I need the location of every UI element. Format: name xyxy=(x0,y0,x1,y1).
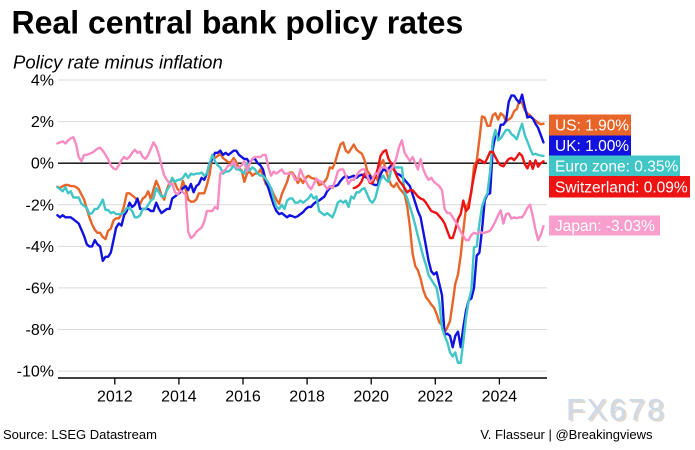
svg-text:Real central bank policy rates: Real central bank policy rates xyxy=(12,5,464,41)
svg-text:FX678: FX678 xyxy=(568,395,668,429)
svg-text:V. Flasseur | @Breakingviews: V. Flasseur | @Breakingviews xyxy=(480,427,653,442)
svg-text:UK: 1.00%: UK: 1.00% xyxy=(555,138,629,155)
svg-text:2018: 2018 xyxy=(289,389,325,406)
svg-text:FX678: FX678 xyxy=(566,393,666,427)
svg-text:2%: 2% xyxy=(31,114,54,131)
svg-text:Japan: -3.03%: Japan: -3.03% xyxy=(555,218,655,235)
svg-text:Switzerland: 0.09%: Switzerland: 0.09% xyxy=(555,179,688,196)
svg-text:2020: 2020 xyxy=(353,389,389,406)
svg-text:2022: 2022 xyxy=(418,389,454,406)
svg-text:4%: 4% xyxy=(31,73,54,90)
svg-text:Source: LSEG Datastream: Source: LSEG Datastream xyxy=(3,427,157,442)
svg-text:2016: 2016 xyxy=(225,389,261,406)
svg-text:0%: 0% xyxy=(31,156,54,173)
svg-text:2024: 2024 xyxy=(482,389,518,406)
svg-text:US: 1.90%: US: 1.90% xyxy=(555,118,629,135)
svg-text:Policy rate minus inflation: Policy rate minus inflation xyxy=(13,52,223,73)
svg-text:-2%: -2% xyxy=(26,197,54,214)
svg-text:-6%: -6% xyxy=(26,280,54,297)
svg-text:-10%: -10% xyxy=(17,364,54,381)
svg-text:2014: 2014 xyxy=(161,389,197,406)
svg-text:-8%: -8% xyxy=(26,322,54,339)
svg-text:2012: 2012 xyxy=(97,389,133,406)
svg-text:Euro zone: 0.35%: Euro zone: 0.35% xyxy=(555,158,678,175)
svg-text:-4%: -4% xyxy=(26,239,54,256)
